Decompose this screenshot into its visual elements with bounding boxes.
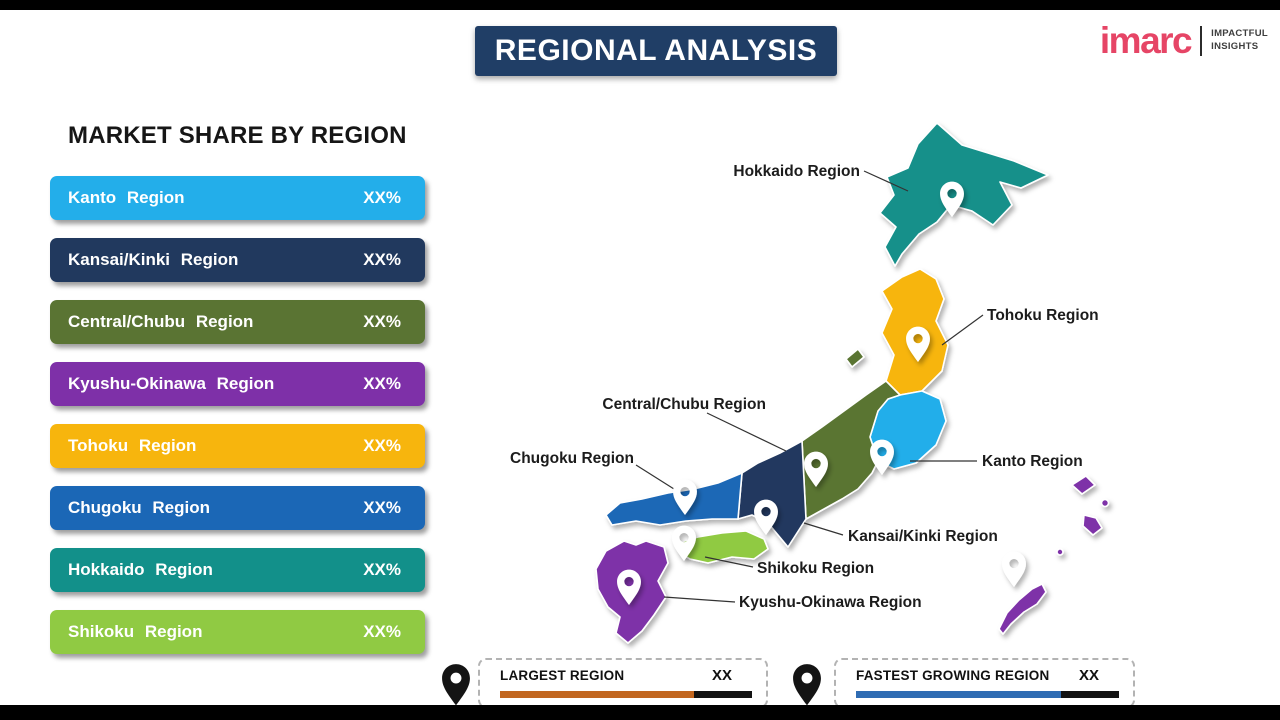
largest-bar-color-segment xyxy=(500,691,694,698)
map-pin-hokkaido xyxy=(940,181,964,217)
largest-region-label: LARGEST REGION xyxy=(500,668,625,683)
logo-divider xyxy=(1200,25,1203,56)
map-island-okinawa-4 xyxy=(1056,548,1064,556)
logo-tagline-line1: IMPACTFUL xyxy=(1211,28,1268,40)
map-pin-chugoku xyxy=(673,479,697,515)
region-share-value: XX% xyxy=(363,560,401,579)
region-share-value: XX% xyxy=(363,622,401,641)
connector-kyushu-okinawa xyxy=(663,596,736,603)
map-island-okinawa-2 xyxy=(1100,498,1110,508)
map-island-okinawa-main xyxy=(998,583,1047,635)
japan-map: Hokkaido Region Tohoku Region Central/Ch… xyxy=(510,122,1110,644)
largest-region-legend: LARGEST REGION XX xyxy=(478,658,768,708)
map-label-central-chubu: Central/Chubu Region xyxy=(602,396,766,413)
map-label-chugoku: Chugoku Region xyxy=(510,450,634,467)
map-island-okinawa-1 xyxy=(1071,475,1096,495)
region-share-label: Kanto Region xyxy=(68,188,185,207)
map-pin-kyushu xyxy=(617,569,641,605)
japan-regions xyxy=(595,122,1110,644)
connector-kansai-kinki xyxy=(803,522,844,536)
imarc-logo: imarc IMPACTFUL INSIGHTS xyxy=(1100,22,1268,59)
page-title: REGIONAL ANALYSIS xyxy=(494,34,818,67)
fastest-region-bar xyxy=(856,691,1119,698)
fastest-region-value: XX xyxy=(1078,667,1099,684)
map-label-kyushu-okinawa: Kyushu-Okinawa Region xyxy=(739,594,922,611)
map-pin-kanto xyxy=(870,439,894,475)
largest-region-pin-icon xyxy=(442,664,470,706)
region-share-bar: Central/Chubu Region XX% xyxy=(50,300,425,344)
fastest-region-label: FASTEST GROWING REGION xyxy=(856,668,1050,683)
map-pin-tohoku xyxy=(906,326,930,362)
map-island-okinawa-3 xyxy=(1082,514,1103,536)
region-share-label: Kansai/Kinki Region xyxy=(68,250,239,269)
region-share-value: XX% xyxy=(363,436,401,455)
map-region-chugoku xyxy=(605,472,743,526)
map-labels: Hokkaido Region Tohoku Region Central/Ch… xyxy=(510,163,1099,611)
map-pin-shikoku xyxy=(672,525,696,561)
map-region-central-chubu xyxy=(801,380,901,520)
label-connectors xyxy=(635,170,984,603)
map-region-shikoku xyxy=(677,530,769,564)
bottom-border-bar xyxy=(0,705,1280,720)
region-share-label: Chugoku Region xyxy=(68,498,210,517)
market-share-panel: MARKET SHARE BY REGION Kanto Region XX% Ka… xyxy=(50,122,425,654)
region-share-value: XX% xyxy=(363,498,401,517)
connector-central-chubu xyxy=(706,412,787,452)
logo-tagline: IMPACTFUL INSIGHTS xyxy=(1211,28,1268,53)
region-share-label: Shikoku Region xyxy=(68,622,203,641)
top-border-bar xyxy=(0,0,1280,10)
connector-shikoku xyxy=(704,556,754,568)
map-region-hokkaido xyxy=(879,122,1049,267)
fastest-region-pin-icon xyxy=(793,664,821,706)
region-share-bar: Tohoku Region XX% xyxy=(50,424,425,468)
imarc-wordmark: imarc xyxy=(1099,20,1193,61)
title-banner: REGIONAL ANALYSIS xyxy=(475,26,837,76)
region-share-bar: Kyushu-Okinawa Region XX% xyxy=(50,362,425,406)
region-share-label: Kyushu-Okinawa Region xyxy=(68,374,275,393)
map-pin-central-chubu xyxy=(804,451,828,487)
map-label-shikoku: Shikoku Region xyxy=(757,560,874,577)
region-share-value: XX% xyxy=(363,374,401,393)
region-share-bar: Hokkaido Region XX% xyxy=(50,548,425,592)
logo-tagline-line2: INSIGHTS xyxy=(1211,40,1259,52)
fastest-bar-color-segment xyxy=(856,691,1061,698)
map-pins xyxy=(617,181,1026,605)
connector-tohoku xyxy=(941,314,984,346)
connector-hokkaido xyxy=(863,170,909,192)
region-share-bar: Shikoku Region XX% xyxy=(50,610,425,654)
fastest-growing-region-legend: FASTEST GROWING REGION XX xyxy=(834,658,1135,708)
largest-region-value: XX xyxy=(711,667,732,684)
region-share-bar: Chugoku Region XX% xyxy=(50,486,425,530)
fastest-bar-black-segment xyxy=(1061,691,1119,698)
map-label-kanto: Kanto Region xyxy=(982,453,1083,470)
region-share-value: XX% xyxy=(363,250,401,269)
region-share-label: Tohoku Region xyxy=(68,436,197,455)
region-share-bar: Kansai/Kinki Region XX% xyxy=(50,238,425,282)
map-label-tohoku: Tohoku Region xyxy=(987,307,1099,324)
market-share-heading: MARKET SHARE BY REGION xyxy=(68,122,407,149)
map-label-hokkaido: Hokkaido Region xyxy=(733,163,860,180)
region-share-bar: Kanto Region XX% xyxy=(50,176,425,220)
map-region-kansai-kinki xyxy=(737,440,807,548)
market-share-list: Kanto Region XX% Kansai/Kinki Region XX% Cen… xyxy=(50,176,425,654)
connector-chugoku xyxy=(635,464,675,490)
region-share-value: XX% xyxy=(363,312,401,331)
map-island-sado xyxy=(845,348,865,368)
map-pin-okinawa xyxy=(1002,551,1026,587)
map-label-kansai-kinki: Kansai/Kinki Region xyxy=(848,528,998,545)
region-share-label: Central/Chubu Region xyxy=(68,312,254,331)
region-share-label: Hokkaido Region xyxy=(68,560,213,579)
map-pin-kansai-kinki xyxy=(754,499,778,535)
region-share-value: XX% xyxy=(363,188,401,207)
largest-bar-black-segment xyxy=(694,691,752,698)
largest-region-bar xyxy=(500,691,752,698)
